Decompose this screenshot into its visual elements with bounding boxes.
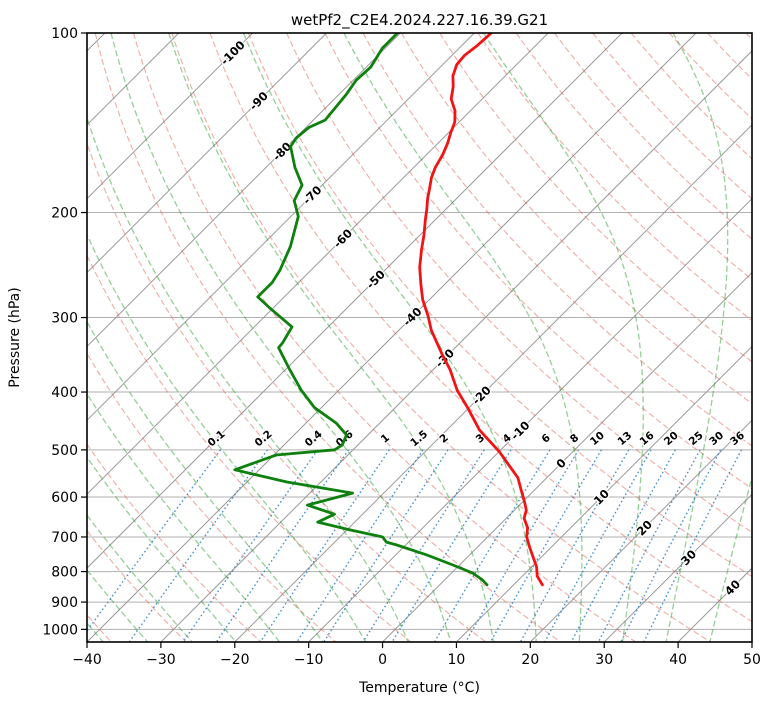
mixing-ratio-line-0.2: [128, 449, 269, 642]
mixing-ratio-line-0.4: [182, 449, 319, 642]
isotherm--20: [234, 124, 752, 642]
y-tick-label-1000: 1000: [42, 622, 78, 638]
x-tick-label--40: −40: [72, 652, 102, 668]
axes-ticks: −40 −30 −20 −10 0 10 20 30 40 50 100 200 300 400 500 60…: [42, 26, 761, 668]
isotherm-0: [382, 271, 752, 642]
moist-adiabat-37: [665, 33, 729, 642]
dry-adiabat-80: [324, 33, 752, 490]
y-axis-label: Pressure (hPa): [7, 287, 23, 387]
mixing-ratio-line-4: [391, 449, 512, 642]
moist-adiabat--17: [87, 392, 281, 642]
isotherm-30: [603, 493, 752, 642]
moist-adiabat-31: [483, 33, 644, 642]
mixing-ratio-line-30: [620, 449, 722, 642]
temperature-curve: [418, 33, 544, 587]
isotherm--30: [160, 50, 752, 642]
mixing-ratio-line-20: [570, 449, 676, 642]
moist-adiabat--5: [87, 233, 367, 642]
chart-title: wetPf2_C2E4.2024.227.16.39.G21: [291, 11, 548, 30]
dry-adiabat-160: [630, 33, 752, 160]
plot-border: [86, 32, 753, 643]
y-tick-label-800: 800: [51, 565, 78, 581]
x-tick-label--10: −10: [294, 652, 324, 668]
moist-adiabat--23: [87, 456, 237, 642]
mixing-ratio-line-1: [259, 449, 390, 642]
x-tick-label--20: −20: [220, 652, 250, 668]
y-tick-label-100: 100: [51, 26, 78, 42]
mixing-ratio-line-1.5: [296, 449, 424, 642]
moist-adiabat--11: [87, 320, 324, 642]
dry-adiabat-30: [132, 33, 637, 642]
y-tick-label-200: 200: [51, 206, 78, 222]
isotherm--90: [87, 33, 327, 274]
mixing-ratio-line-0.6: [215, 449, 350, 642]
x-axis-label: Temperature (°C): [358, 680, 480, 696]
dry-adiabat--20: [87, 443, 262, 642]
isotherm--100: [87, 33, 254, 200]
x-tick-label-20: 20: [521, 652, 539, 668]
isotherm-10: [456, 345, 752, 642]
sounding-curves: [233, 33, 544, 587]
dry-adiabat-100: [400, 33, 752, 405]
dry-adiabat-20: [94, 33, 562, 642]
isotherm-lines: [87, 33, 752, 642]
isotherm--60: [87, 33, 549, 495]
x-tick-label-10: 10: [448, 652, 466, 668]
dewpoint-curve: [233, 33, 489, 587]
dry-adiabat-0: [87, 254, 412, 642]
mixing-ratio-lines: [87, 449, 743, 642]
y-tick-label-400: 400: [51, 385, 78, 401]
moist-adiabat-13: [168, 33, 495, 642]
mixing-ratio-line-25: [597, 449, 701, 642]
dry-adiabat-40: [171, 33, 711, 642]
isotherm--70: [87, 33, 475, 422]
y-tick-label-500: 500: [51, 443, 78, 459]
x-tick-label-50: 50: [743, 652, 761, 668]
moist-adiabat-25: [343, 33, 583, 642]
moist-adiabat--29: [87, 514, 193, 642]
mixing-ratio-line-8: [464, 449, 580, 642]
moist-adiabat-43: [709, 474, 752, 642]
dry-adiabat--30: [87, 529, 187, 642]
dry-adiabat-60: [247, 33, 752, 578]
x-tick-label-30: 30: [595, 652, 613, 668]
x-tick-label-40: 40: [669, 652, 687, 668]
dry-adiabat-120: [477, 33, 752, 322]
mixing-ratio-line-16: [544, 449, 652, 642]
y-tick-label-700: 700: [51, 530, 78, 546]
y-tick-label-600: 600: [51, 490, 78, 506]
dry-adiabat-130: [515, 33, 752, 281]
isotherm--40: [87, 33, 697, 642]
moist-adiabat-lines: [87, 33, 752, 642]
mixing-ratio-line-13: [519, 449, 630, 642]
y-tick-label-900: 900: [51, 595, 78, 611]
isotherm--50: [87, 33, 623, 569]
mixing-ratio-line-10: [489, 449, 603, 642]
dry-adiabat-150: [592, 33, 752, 200]
isotherm-20: [529, 419, 752, 642]
x-tick-label--30: −30: [146, 652, 176, 668]
x-tick-label-0: 0: [378, 652, 387, 668]
dry-adiabat-50: [209, 33, 752, 623]
moist-adiabat-7: [110, 33, 452, 642]
mixing-ratio-line-3: [362, 449, 485, 642]
dry-adiabat-90: [362, 33, 752, 447]
moist-adiabat-1: [87, 115, 409, 642]
dry-adiabat-110: [439, 33, 752, 363]
y-tick-label-300: 300: [51, 311, 78, 327]
mixing-ratio-line-2: [323, 449, 449, 642]
dry-adiabat-lines: [87, 33, 752, 642]
